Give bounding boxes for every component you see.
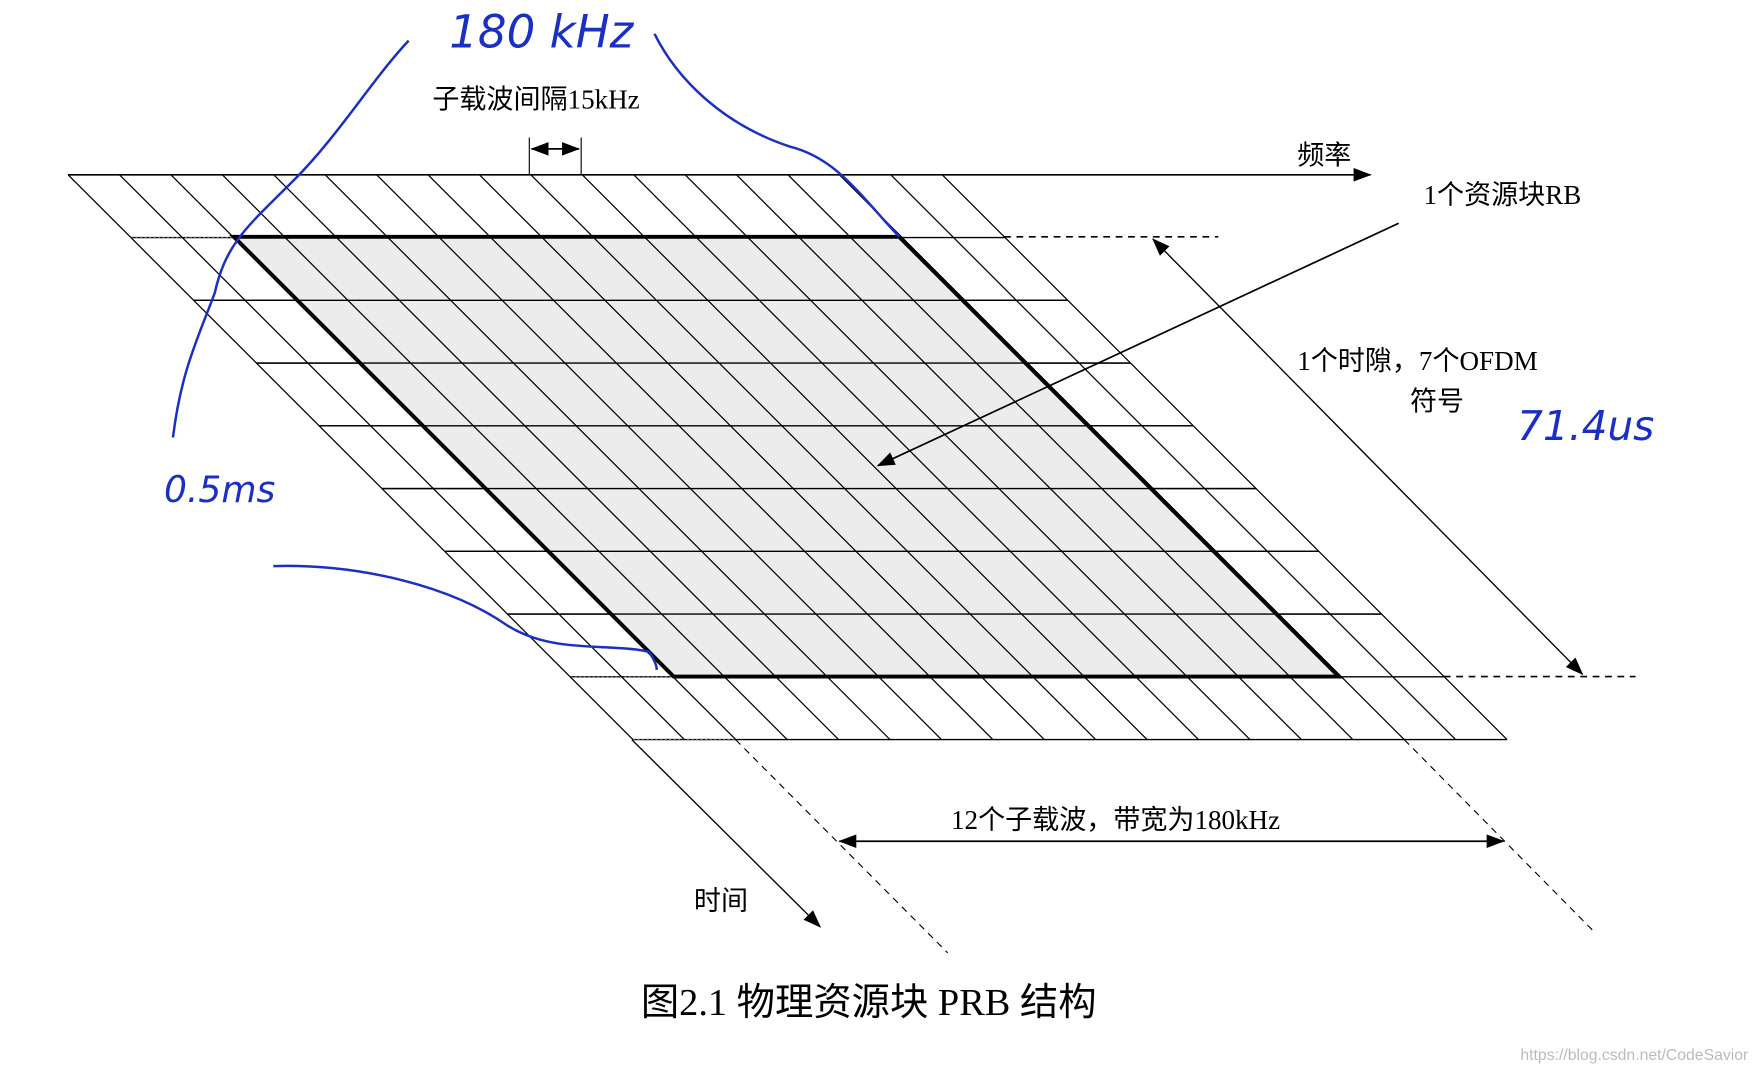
column-line xyxy=(427,174,994,741)
spacing-label: 子载波间隔15kHz xyxy=(432,84,639,114)
slot-arrow xyxy=(1152,238,1584,676)
handwritten-note: 180 kHz xyxy=(449,5,634,58)
column-line xyxy=(67,174,634,741)
dashed-extension xyxy=(735,739,949,954)
rb-pointer xyxy=(876,222,1400,467)
bandwidth-label: 12个子载波，带宽为180kHz xyxy=(951,805,1280,835)
handwritten-stroke xyxy=(273,564,658,670)
dashed-extension xyxy=(1403,739,1594,931)
handwritten-note: 71.4us xyxy=(1517,402,1654,450)
handwritten-stroke xyxy=(653,33,901,238)
handwritten-stroke xyxy=(171,39,410,438)
slot-label-1: 1个时隙，7个OFDM xyxy=(1297,346,1537,376)
column-line xyxy=(479,174,1045,741)
time-axis xyxy=(631,739,822,928)
slot-label-2: 符号 xyxy=(1410,386,1464,416)
column-line xyxy=(530,174,1097,741)
column-line xyxy=(324,174,891,741)
column-line xyxy=(376,174,943,741)
frequency-label: 频率 xyxy=(1297,141,1351,171)
handwritten-note: 0.5ms xyxy=(164,469,276,511)
column-line xyxy=(581,174,1148,741)
time-label: 时间 xyxy=(694,886,748,916)
column-line xyxy=(221,174,788,741)
column-line xyxy=(633,174,1200,741)
caption: 图2.1 物理资源块 PRB 结构 xyxy=(641,982,1097,1024)
rb-label: 1个资源块RB xyxy=(1424,180,1582,210)
resource-block-outline xyxy=(229,234,1344,679)
watermark: https://blog.csdn.net/CodeSavior xyxy=(1520,1047,1748,1064)
column-line xyxy=(273,174,840,741)
resource-block-fill xyxy=(233,236,1339,677)
